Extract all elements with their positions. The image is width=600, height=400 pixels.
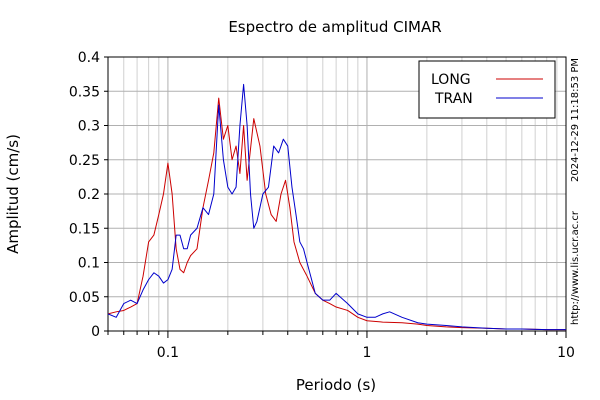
y-axis-label: Amplitud (cm/s) bbox=[4, 134, 22, 254]
source-url-label: http://www.lis.ucr.ac.cr bbox=[570, 210, 581, 325]
series-line-long bbox=[107, 97, 566, 331]
x-tick-label: 10 bbox=[557, 345, 575, 361]
y-tick-label: 0.05 bbox=[69, 290, 100, 306]
x-tick-label: 0.1 bbox=[157, 345, 179, 361]
y-tick-label: 0.3 bbox=[78, 119, 100, 135]
y-tick-label: 0.4 bbox=[78, 50, 100, 66]
series-layer bbox=[107, 83, 566, 331]
x-axis-label: Periodo (s) bbox=[296, 376, 376, 394]
legend-label-tran: TRAN bbox=[434, 91, 473, 107]
y-ticks: 0 0.05 0.1 0.15 0.2 0.25 0.3 0.35 0.4 bbox=[69, 50, 108, 340]
x-ticks: 0.1 1 10 bbox=[107, 331, 575, 361]
y-tick-label: 0.1 bbox=[78, 256, 100, 272]
chart-title: Espectro de amplitud CIMAR bbox=[228, 18, 441, 36]
y-tick-label: 0.25 bbox=[69, 153, 100, 169]
series-line-tran bbox=[107, 83, 566, 331]
legend: LONG TRAN bbox=[418, 60, 556, 119]
y-tick-label: 0.35 bbox=[69, 84, 100, 100]
y-tick-label: 0 bbox=[91, 324, 100, 340]
y-tick-label: 0.15 bbox=[69, 221, 100, 237]
legend-label-long: LONG bbox=[431, 72, 471, 88]
y-tick-label: 0.2 bbox=[78, 187, 100, 203]
x-tick-label: 1 bbox=[362, 345, 371, 361]
timestamp-label: 2024-12-29 11:18:53 PM bbox=[570, 58, 581, 182]
legend-box bbox=[418, 60, 556, 119]
